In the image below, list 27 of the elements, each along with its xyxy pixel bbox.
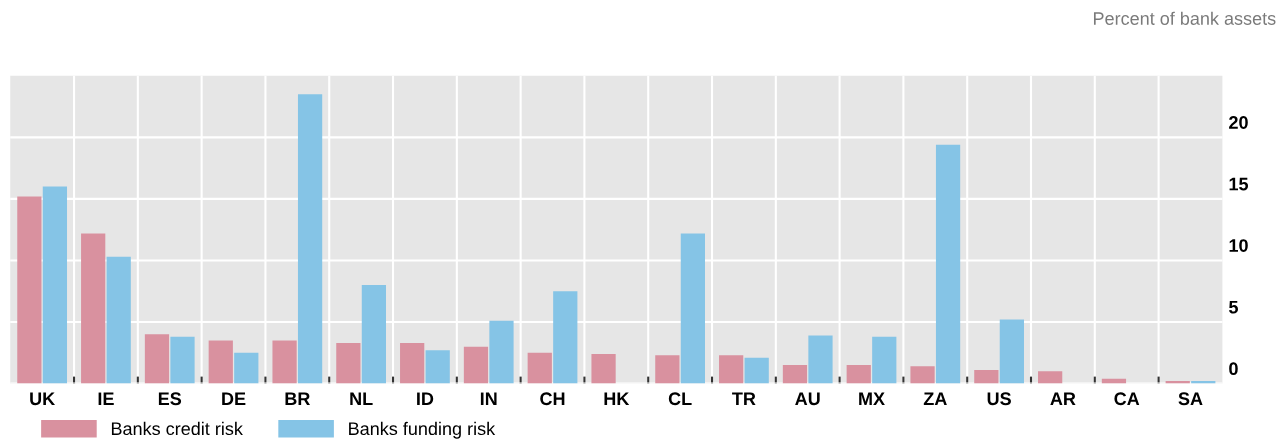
y-tick-label: 5 <box>1229 300 1238 314</box>
x-tick-label: ES <box>158 392 182 406</box>
x-tick-label: HK <box>604 392 630 405</box>
x-tick-label: NL <box>350 392 373 405</box>
x-tick-label: CA <box>1114 392 1140 406</box>
y-tick-label: 0 <box>1229 362 1238 376</box>
x-tick-label: CL <box>668 392 692 406</box>
y-tick-label: 20 <box>1229 116 1248 129</box>
x-tick-label: AR <box>1050 392 1076 405</box>
x-tick-label: IN <box>480 392 497 405</box>
y-tick-label: 10 <box>1229 239 1248 252</box>
legend-label: Banks funding risk <box>349 421 496 439</box>
legend-label: Banks credit risk <box>111 421 243 436</box>
x-tick-label: MX <box>859 392 885 405</box>
x-tick-label: TR <box>732 392 756 405</box>
y-axis-title: Percent of bank assets <box>1093 11 1276 25</box>
x-tick-label: AU <box>795 392 820 406</box>
x-tick-label: SA <box>1178 392 1203 406</box>
x-tick-label: IE <box>98 392 114 405</box>
x-tick-label: DE <box>222 392 246 405</box>
y-tick-label: 15 <box>1229 177 1249 191</box>
x-tick-label: ID <box>417 392 434 405</box>
x-tick-label: BR <box>285 392 310 405</box>
x-tick-label: ZA <box>923 392 947 405</box>
x-tick-label: UK <box>30 392 56 406</box>
x-tick-label: CH <box>540 392 565 406</box>
x-tick-label: US <box>987 392 1011 406</box>
